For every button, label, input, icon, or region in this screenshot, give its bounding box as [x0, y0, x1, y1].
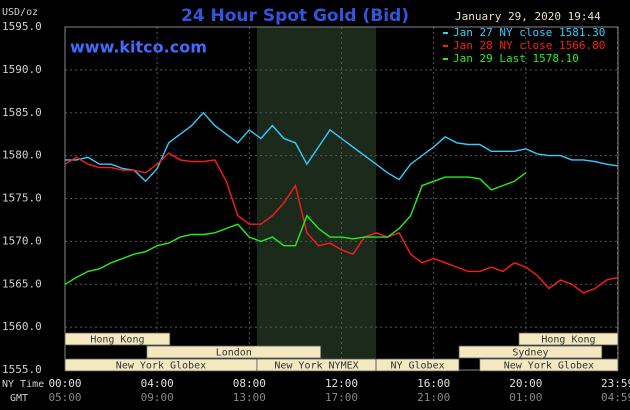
- session-bar: [479, 358, 619, 372]
- session-bar: [146, 345, 322, 359]
- x2-tick-label: 17:00: [325, 391, 358, 404]
- y-tick-label: 1560.0: [2, 320, 42, 333]
- session-bar: [64, 332, 171, 346]
- session-label: Hong Kong: [90, 335, 144, 346]
- session-label: London: [216, 348, 252, 359]
- session-bar: [518, 332, 619, 346]
- x2-tick-label: 13:00: [233, 391, 266, 404]
- series-line: [64, 152, 619, 294]
- x-tick-label: 23:59: [601, 377, 630, 390]
- x2-tick-label: 09:00: [141, 391, 174, 404]
- x2-axis-label: GMT: [10, 393, 28, 404]
- x2-tick-label: 01:00: [509, 391, 542, 404]
- y-tick-label: 1580.0: [2, 149, 42, 162]
- timestamp: January 29, 2020 19:44: [455, 10, 601, 23]
- x-tick-label: 00:00: [48, 377, 81, 390]
- series-line: [65, 111, 619, 183]
- session-label: Hong Kong: [541, 335, 595, 346]
- legend-label: Jan 27 NY close 1581.30: [453, 26, 605, 39]
- x2-tick-label: 04:59: [601, 391, 630, 404]
- x2-tick-label: 05:00: [48, 391, 81, 404]
- series-line: [64, 172, 527, 285]
- x-tick-label: 08:00: [233, 377, 266, 390]
- session-label: New York Globex: [504, 361, 594, 372]
- session-label: New York NYMEX: [274, 361, 358, 372]
- y-axis-label: USD/oz: [2, 7, 38, 18]
- session-label: New York Globex: [116, 361, 206, 372]
- y-tick-label: 1575.0: [2, 192, 42, 205]
- session-bar: [458, 345, 603, 359]
- x-axis-label: NY Time: [2, 379, 44, 390]
- x-tick-label: 20:00: [509, 377, 542, 390]
- watermark: www.kitco.com: [70, 38, 207, 57]
- session-bar: [375, 358, 460, 372]
- session-label: NY Globex: [390, 361, 444, 372]
- y-tick-label: 1590.0: [2, 63, 42, 76]
- y-tick-label: 1585.0: [2, 106, 42, 119]
- y-tick-label: 1570.0: [2, 234, 42, 247]
- x-tick-label: 04:00: [141, 377, 174, 390]
- y-tick-label: 1565.0: [2, 277, 42, 290]
- x-tick-label: 12:00: [325, 377, 358, 390]
- legend-label: Jan 29 Last 1578.10: [453, 52, 579, 65]
- session-label: Sydney: [512, 348, 548, 359]
- legend-label: Jan 28 NY close 1566.80: [453, 39, 605, 52]
- y-tick-label: 1555.0: [2, 363, 42, 376]
- chart-title: 24 Hour Spot Gold (Bid): [181, 6, 409, 26]
- y-tick-label: 1595.0: [2, 20, 42, 33]
- x-tick-label: 16:00: [417, 377, 450, 390]
- x2-tick-label: 21:00: [417, 391, 450, 404]
